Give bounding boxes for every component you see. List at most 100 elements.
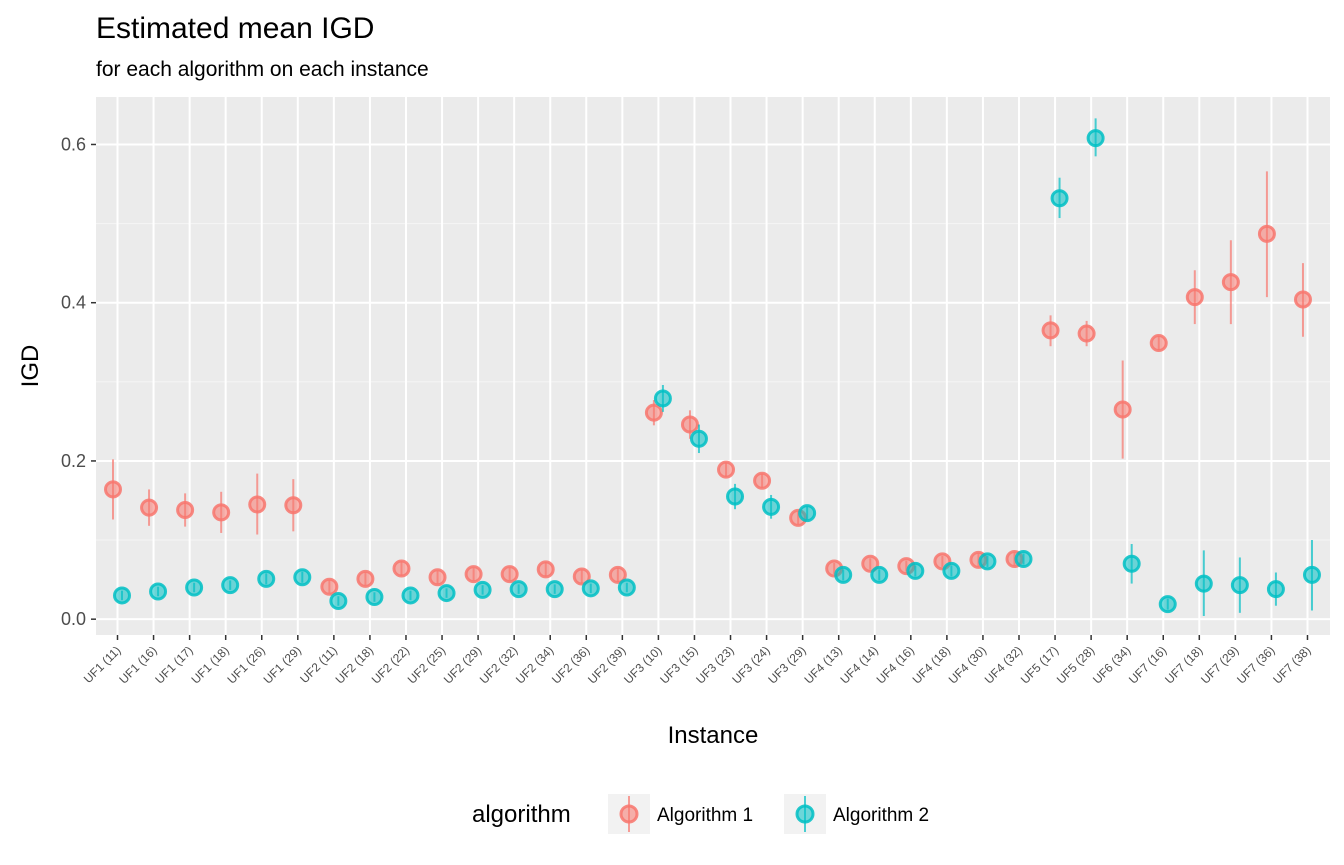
legend-key-point-algorithm-2 [795, 804, 815, 824]
y-tick-label: 0.4 [61, 293, 86, 313]
x-tick-label: UF2 (39) [585, 643, 628, 686]
data-point-algorithm-2 [113, 586, 131, 605]
x-tick-label: UF3 (29) [765, 643, 808, 686]
data-point-algorithm-1 [572, 567, 591, 586]
data-point-algorithm-2 [762, 497, 781, 516]
y-axis: 0.0 0.2 0.4 0.6 [61, 134, 96, 629]
data-point-algorithm-2 [978, 552, 997, 571]
data-point-algorithm-2 [365, 588, 384, 607]
x-tick-label: UF5 (28) [1054, 643, 1097, 686]
data-point-algorithm-2 [653, 389, 672, 408]
x-tick-label: UF2 (25) [405, 643, 448, 686]
y-tick-label: 0.0 [61, 609, 86, 629]
data-point-algorithm-2 [1266, 580, 1285, 599]
x-tick-label: UF7 (29) [1198, 643, 1241, 686]
data-point-algorithm-1 [1077, 324, 1096, 343]
data-point-algorithm-2 [1194, 574, 1213, 593]
x-tick-label: UF2 (36) [549, 643, 592, 686]
x-tick-label: UF1 (11) [81, 643, 124, 686]
data-point-algorithm-2 [1158, 595, 1177, 614]
x-tick-label: UF6 (34) [1090, 643, 1133, 686]
x-tick-label: UF7 (16) [1126, 643, 1169, 686]
data-point-algorithm-1 [464, 565, 483, 584]
x-tick-label: UF4 (32) [982, 643, 1025, 686]
data-point-algorithm-1 [1185, 288, 1204, 307]
x-axis: UF1 (11)UF1 (16)UF1 (17)UF1 (18)UF1 (26)… [81, 635, 1314, 687]
data-point-algorithm-1 [1257, 224, 1276, 243]
data-point-algorithm-1 [140, 498, 159, 517]
legend: algorithm Algorithm 1 Algorithm 2 [472, 794, 929, 834]
data-point-algorithm-1 [608, 565, 627, 584]
x-tick-label: UF1 (16) [116, 643, 159, 686]
data-point-algorithm-2 [1122, 554, 1141, 573]
x-tick-label: UF1 (29) [261, 643, 304, 686]
data-point-algorithm-1 [392, 559, 411, 578]
data-point-algorithm-2 [906, 561, 925, 580]
x-tick-label: UF2 (32) [477, 643, 520, 686]
data-point-algorithm-2 [1014, 550, 1033, 569]
data-point-algorithm-2 [185, 578, 204, 597]
data-point-algorithm-1 [753, 471, 772, 490]
grid-major [96, 97, 1330, 635]
data-point-algorithm-2 [834, 565, 853, 584]
data-point-algorithm-2 [1050, 189, 1069, 208]
x-tick-label: UF3 (15) [657, 643, 700, 686]
data-point-algorithm-2 [473, 580, 492, 599]
data-point-algorithm-1 [320, 577, 339, 596]
data-point-algorithm-1 [428, 568, 447, 587]
data-point-algorithm-2 [221, 576, 240, 595]
x-tick-label: UF4 (14) [838, 643, 881, 686]
data-point-algorithm-1 [1149, 334, 1168, 353]
x-tick-label: UF1 (18) [188, 643, 231, 686]
data-point-algorithm-1 [1221, 273, 1240, 292]
x-tick-label: UF4 (13) [801, 643, 844, 686]
data-point-algorithm-1 [644, 403, 663, 422]
y-tick-label: 0.2 [61, 451, 86, 471]
x-tick-label: UF7 (38) [1270, 643, 1313, 686]
y-tick-label: 0.6 [61, 134, 86, 154]
data-point-algorithm-1 [1293, 290, 1312, 309]
series-layer [104, 118, 1321, 617]
data-point-algorithm-1 [356, 569, 375, 588]
x-tick-label: UF4 (16) [874, 643, 917, 686]
x-tick-label: UF3 (24) [729, 643, 772, 686]
legend-key-point-algorithm-1 [619, 804, 639, 824]
data-point-algorithm-2 [1230, 576, 1249, 595]
data-point-algorithm-1 [500, 565, 519, 584]
plot-panel [96, 97, 1330, 635]
data-point-algorithm-2 [401, 586, 420, 605]
x-tick-label: UF2 (22) [369, 643, 412, 686]
data-point-algorithm-2 [329, 591, 348, 610]
x-tick-label: UF4 (30) [946, 643, 989, 686]
x-tick-label: UF2 (29) [441, 643, 484, 686]
data-point-algorithm-1 [1041, 321, 1060, 340]
x-tick-label: UF2 (11) [297, 643, 340, 686]
chart-subtitle: for each algorithm on each instance [96, 58, 429, 81]
data-point-algorithm-2 [689, 429, 708, 448]
data-point-algorithm-2 [942, 561, 961, 580]
x-tick-label: UF5 (17) [1018, 643, 1061, 686]
chart-title: Estimated mean IGD [96, 12, 374, 45]
x-tick-label: UF4 (18) [910, 643, 953, 686]
data-point-algorithm-2 [617, 578, 636, 597]
data-point-algorithm-1 [680, 415, 699, 434]
data-point-algorithm-2 [581, 579, 600, 598]
x-tick-label: UF2 (18) [333, 643, 376, 686]
x-tick-label: UF7 (18) [1162, 643, 1205, 686]
data-point-algorithm-1 [717, 460, 736, 479]
x-tick-label: UF7 (36) [1234, 643, 1277, 686]
x-tick-label: UF3 (23) [693, 643, 736, 686]
data-point-algorithm-2 [798, 504, 817, 523]
x-tick-label: UF2 (34) [513, 643, 556, 686]
legend-label-algorithm-2: Algorithm 2 [833, 805, 929, 826]
data-point-algorithm-1 [284, 496, 303, 515]
x-tick-label: UF1 (26) [224, 643, 267, 686]
x-tick-label: UF1 (17) [152, 643, 195, 686]
data-point-algorithm-2 [293, 568, 312, 587]
data-point-algorithm-2 [149, 582, 168, 601]
data-point-algorithm-2 [1086, 129, 1105, 148]
data-point-algorithm-2 [1302, 565, 1321, 584]
x-axis-title: Instance [668, 722, 759, 749]
data-point-algorithm-1 [1113, 400, 1132, 419]
